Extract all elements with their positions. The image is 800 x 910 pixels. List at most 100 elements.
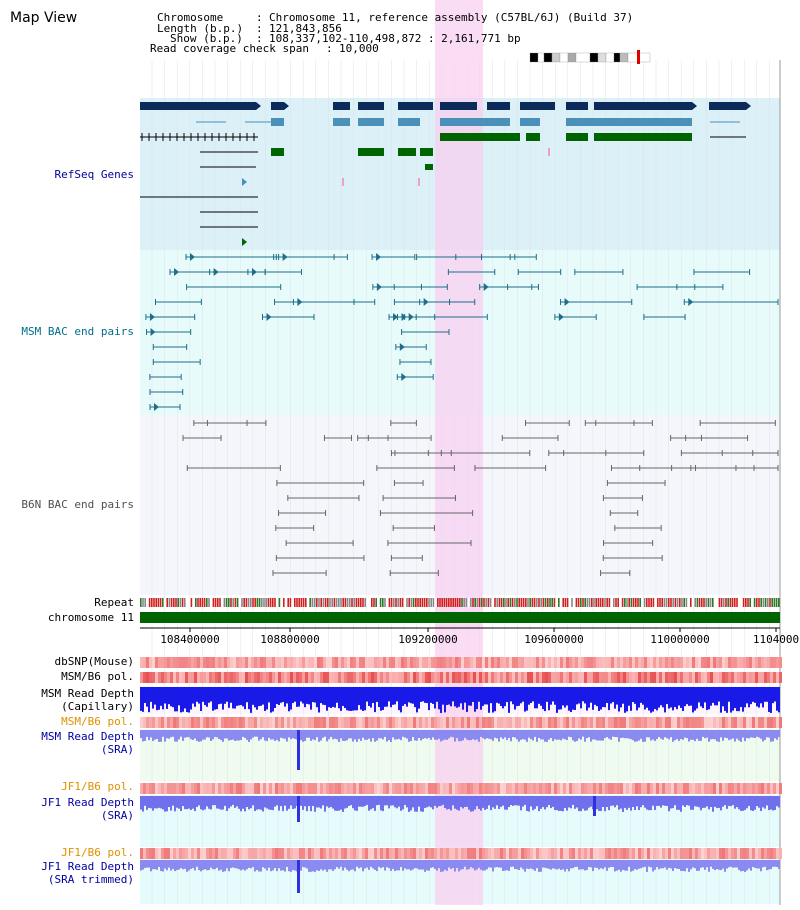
jf1-trim-depth — [646, 860, 648, 872]
track-label-repeat[interactable]: Repeat — [94, 596, 134, 609]
jf1-b6-pol-heat — [596, 848, 599, 859]
track-label-jf1-depth-trim-1[interactable]: JF1 Read Depth — [41, 860, 134, 873]
jf1-b6-pol-heat — [197, 783, 200, 794]
msm-bac-arrow — [149, 313, 155, 321]
jf1-trim-depth — [558, 860, 560, 869]
msm-b6-pol-heat — [341, 717, 344, 728]
msm-cap-depth — [592, 687, 594, 710]
jf1-b6-pol-heat — [593, 848, 596, 859]
track-label-msm-depth-sra-1[interactable]: MSM Read Depth — [41, 730, 134, 743]
msm-b6-pol-heat — [140, 717, 143, 728]
msm-cap-depth — [300, 687, 302, 702]
msm-sra-depth — [544, 730, 546, 742]
msm-cap-depth — [614, 687, 616, 709]
track-label-dbsnp[interactable]: dbSNP(Mouse) — [54, 655, 134, 668]
dbsnp-heat — [302, 657, 305, 668]
repeat-mark — [263, 598, 265, 607]
jf1-b6-pol-heat — [779, 783, 782, 794]
msm-b6-pol-heat — [407, 717, 410, 728]
refseq-gene — [425, 164, 433, 170]
msm-b6-pol-heat — [365, 672, 368, 683]
msm-b6-pol-heat — [173, 672, 176, 683]
jf1-sra-depth — [428, 796, 430, 807]
jf1-b6-pol-heat — [251, 783, 254, 794]
dbsnp-heat — [308, 657, 311, 668]
track-label-jf1-depth-trim-2[interactable]: (SRA trimmed) — [47, 873, 134, 886]
jf1-b6-pol-heat — [527, 848, 530, 859]
msm-sra-depth — [720, 730, 722, 738]
track-label-jf1-b6-pol-2[interactable]: JF1/B6 pol. — [61, 846, 134, 859]
msm-b6-pol-heat — [449, 672, 452, 683]
track-label-refseq[interactable]: RefSeq Genes — [54, 168, 134, 181]
track-label-chromosome[interactable]: chromosome 11 — [47, 611, 134, 624]
track-label-msm-b6-pol-1[interactable]: MSM/B6 pol. — [61, 670, 134, 683]
msm-b6-pol-heat — [578, 717, 581, 728]
track-label-msm-bac[interactable]: MSM BAC end pairs — [21, 325, 134, 338]
msm-b6-pol-heat — [191, 672, 194, 683]
jf1-trim-depth — [262, 860, 264, 868]
dbsnp-heat — [686, 657, 689, 668]
msm-b6-pol-heat — [254, 717, 257, 728]
repeat-mark — [232, 598, 234, 607]
repeat-mark — [672, 598, 674, 607]
msm-b6-pol-heat — [644, 717, 647, 728]
track-label-jf1-depth-sra-2[interactable]: (SRA) — [100, 809, 134, 822]
jf1-b6-pol-heat — [155, 783, 158, 794]
jf1-sra-depth — [490, 796, 492, 811]
track-label-msm-b6-pol-2[interactable]: MSM/B6 pol. — [61, 715, 134, 728]
msm-cap-depth — [672, 687, 674, 711]
msm-sra-depth — [378, 730, 380, 739]
msm-b6-pol-heat — [158, 672, 161, 683]
msm-b6-pol-heat — [266, 672, 269, 683]
track-label-jf1-b6-pol-1[interactable]: JF1/B6 pol. — [61, 780, 134, 793]
track-label-msm-depth-cap-1[interactable]: MSM Read Depth — [41, 687, 134, 700]
msm-b6-pol-heat — [548, 717, 551, 728]
refseq-gene — [358, 148, 384, 156]
msm-sra-depth — [664, 730, 666, 738]
msm-cap-depth — [676, 687, 678, 710]
jf1-b6-pol-heat — [521, 848, 524, 859]
jf1-sra-depth — [404, 796, 406, 805]
repeat-mark — [225, 598, 228, 607]
jf1-b6-pol-heat — [209, 783, 212, 794]
track-label-msm-depth-sra-2[interactable]: (SRA) — [100, 743, 134, 756]
msm-cap-depth — [310, 687, 312, 710]
repeat-mark — [544, 598, 547, 607]
msm-sra-depth — [190, 730, 192, 740]
jf1-b6-pol-heat — [347, 848, 350, 859]
jf1-b6-pol-heat — [212, 783, 215, 794]
msm-b6-pol-heat — [611, 717, 614, 728]
track-label-jf1-depth-sra-1[interactable]: JF1 Read Depth — [41, 796, 134, 809]
msm-bac-arrow — [401, 373, 407, 381]
jf1-trim-depth — [318, 860, 320, 871]
ideogram-band — [551, 52, 561, 63]
msm-b6-pol-heat — [680, 717, 683, 728]
msm-b6-pol-heat — [152, 717, 155, 728]
jf1-trim-depth — [142, 860, 144, 870]
jf1-b6-pol-heat — [236, 783, 239, 794]
msm-b6-pol-heat — [545, 717, 548, 728]
jf1-sra-depth — [778, 796, 780, 808]
jf1-b6-pol-heat — [335, 848, 338, 859]
jf1-b6-pol-heat — [578, 848, 581, 859]
msm-b6-pol-heat — [203, 672, 206, 683]
msm-b6-pol-heat — [233, 717, 236, 728]
msm-b6-pol-heat — [362, 717, 365, 728]
jf1-trim-depth — [702, 860, 704, 868]
axis-tick-label: 109600000 — [524, 633, 584, 646]
msm-b6-pol-heat — [215, 672, 218, 683]
jf1-trim-depth — [734, 860, 736, 868]
repeat-mark — [494, 598, 496, 607]
jf1-b6-pol-heat — [752, 783, 755, 794]
track-label-b6n-bac[interactable]: B6N BAC end pairs — [21, 498, 134, 511]
track-label-msm-depth-cap-2[interactable]: (Capillary) — [61, 700, 134, 713]
repeat-mark — [472, 598, 474, 607]
msm-b6-pol-heat — [182, 672, 185, 683]
msm-sra-depth — [394, 730, 396, 740]
ideogram-band — [619, 52, 629, 63]
msm-bac-arrow — [376, 283, 382, 291]
repeat-mark — [533, 598, 536, 607]
dbsnp-heat — [755, 657, 758, 668]
jf1-sra-depth — [436, 796, 438, 808]
